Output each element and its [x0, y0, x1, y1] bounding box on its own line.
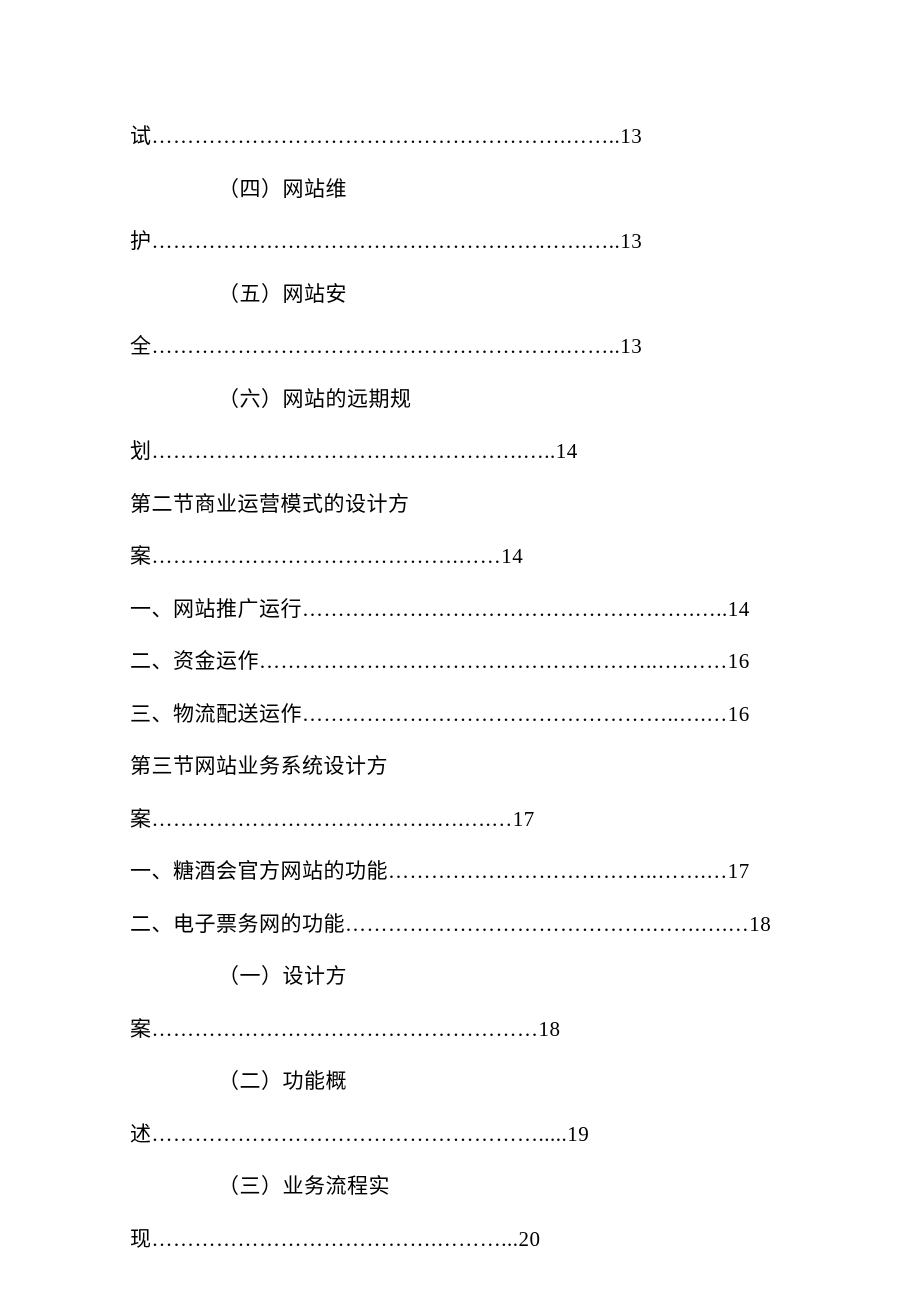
toc-entry: 一、网站推广运行……………………………………………….…..14	[130, 583, 790, 636]
toc-entry: （六）网站的远期规	[130, 373, 790, 426]
toc-text: 划…………………………………………….…..14	[130, 439, 578, 463]
toc-text: 第二节商业运营模式的设计方	[130, 492, 410, 516]
toc-container: 试………………………………………………….……..13 （四）网站维 护……………	[130, 110, 790, 1265]
toc-text: （四）网站维	[218, 177, 347, 201]
toc-text: 三、物流配送运作……………………………………………..….…16	[130, 702, 750, 726]
toc-text: 二、电子票务网的功能…………………………………….…….….…18	[130, 912, 771, 936]
toc-text: 案………………………………………………18	[130, 1017, 561, 1041]
toc-entry: 全………………………………………………….……..13	[130, 320, 790, 373]
toc-entry: （四）网站维	[130, 163, 790, 216]
toc-text: 一、糖酒会官方网站的功能………………………………..…….…17	[130, 859, 750, 883]
toc-text: 案………………………………….….….…17	[130, 807, 535, 831]
toc-entry: 护…………………………………………………….…..13	[130, 215, 790, 268]
toc-entry: 第三节网站业务系统设计方	[130, 740, 790, 793]
toc-text: 案…………………………………….……14	[130, 544, 523, 568]
toc-text: （五）网站安	[218, 282, 347, 306]
toc-entry: 二、资金运作………………………………………………..….……16	[130, 635, 790, 688]
toc-entry: 一、糖酒会官方网站的功能………………………………..…….…17	[130, 845, 790, 898]
toc-text: 现………………………………….………...20	[130, 1227, 541, 1251]
toc-entry: 案…………………………………….……14	[130, 530, 790, 583]
toc-text: （三）业务流程实	[218, 1174, 390, 1198]
toc-text: 一、网站推广运行……………………………………………….…..14	[130, 597, 750, 621]
toc-text: 二、资金运作………………………………………………..….……16	[130, 649, 750, 673]
toc-text: 第三节网站业务系统设计方	[130, 754, 388, 778]
toc-text: 述……………………………………………….....19	[130, 1122, 589, 1146]
toc-entry: 试………………………………………………….……..13	[130, 110, 790, 163]
toc-entry: 现………………………………….………...20	[130, 1213, 790, 1266]
toc-text: 全………………………………………………….……..13	[130, 334, 642, 358]
toc-text: 试………………………………………………….……..13	[130, 124, 642, 148]
toc-entry: （三）业务流程实	[130, 1160, 790, 1213]
toc-entry: 案………………………………….….….…17	[130, 793, 790, 846]
toc-entry: （五）网站安	[130, 268, 790, 321]
toc-entry: 述……………………………………………….....19	[130, 1108, 790, 1161]
toc-entry: 案………………………………………………18	[130, 1003, 790, 1056]
toc-entry: 二、电子票务网的功能…………………………………….…….….…18	[130, 898, 790, 951]
toc-text: （二）功能概	[218, 1069, 347, 1093]
toc-entry: （一）设计方	[130, 950, 790, 1003]
toc-text: （一）设计方	[218, 964, 347, 988]
toc-text: 护…………………………………………………….…..13	[130, 229, 642, 253]
toc-entry: 三、物流配送运作……………………………………………..….…16	[130, 688, 790, 741]
toc-entry: （二）功能概	[130, 1055, 790, 1108]
toc-entry: 划…………………………………………….…..14	[130, 425, 790, 478]
toc-entry: 第二节商业运营模式的设计方	[130, 478, 790, 531]
toc-text: （六）网站的远期规	[218, 387, 412, 411]
